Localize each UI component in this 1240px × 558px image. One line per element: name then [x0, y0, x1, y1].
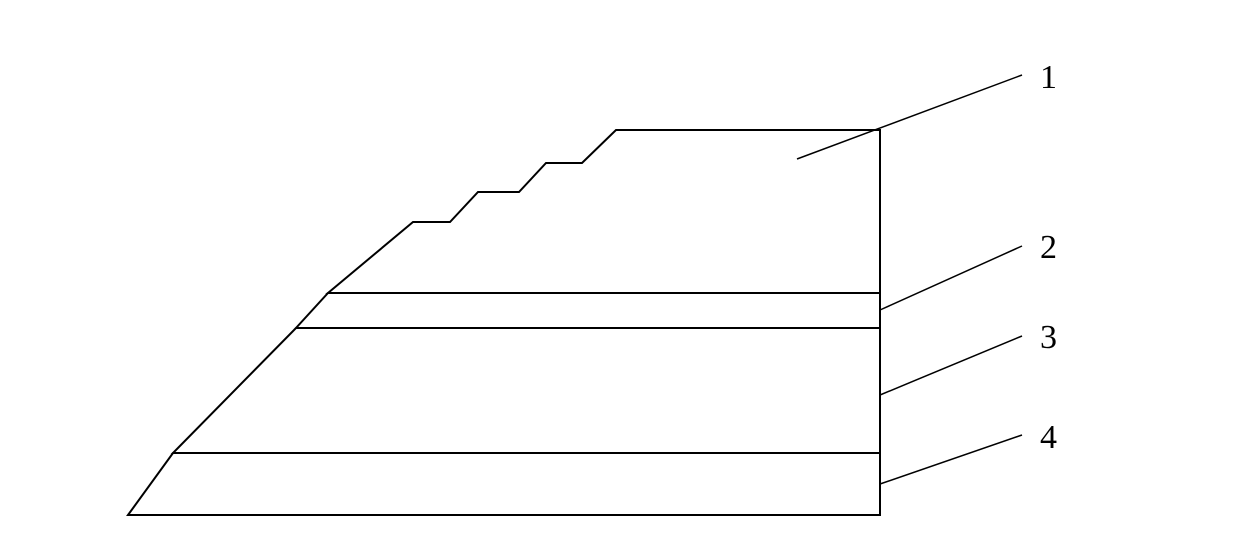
layer-3	[173, 328, 880, 453]
layer-4	[128, 453, 880, 515]
layer-2	[296, 293, 880, 328]
layer-2-label: 2	[1040, 229, 1057, 266]
layer-3-label: 3	[1040, 319, 1057, 356]
layer-4-label: 4	[1040, 419, 1057, 456]
layer-1-label: 1	[1040, 59, 1057, 96]
